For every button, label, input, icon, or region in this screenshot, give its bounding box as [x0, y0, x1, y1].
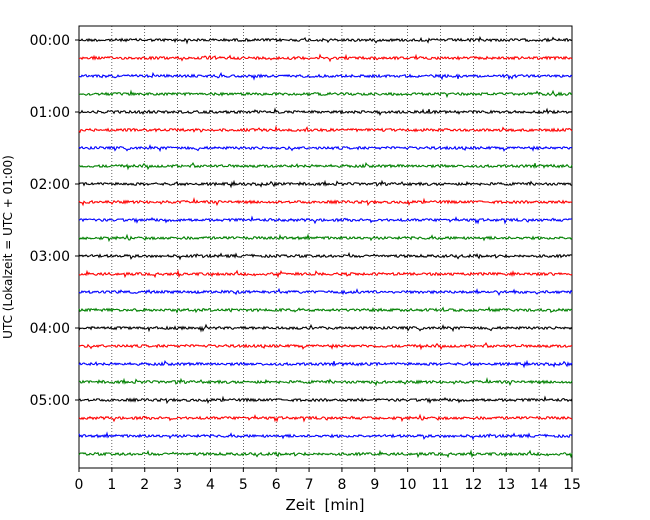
y-tick-label: 02:00 — [30, 177, 70, 193]
trace-0345 — [78, 306, 573, 314]
trace-0330 — [78, 287, 573, 297]
trace-0400 — [78, 323, 573, 333]
x-tick-label: 15 — [563, 477, 581, 493]
x-tick-label: 10 — [399, 477, 417, 493]
x-tick-label: 1 — [107, 477, 116, 493]
traces — [78, 35, 573, 459]
trace-0430 — [78, 359, 573, 369]
y-tick-label: 01:00 — [30, 105, 70, 121]
x-tick-label: 13 — [497, 477, 515, 493]
y-axis-ticks: 00:00 01:00 02:00 03:00 04:00 05:00 — [30, 33, 79, 409]
x-tick-label: 3 — [173, 477, 182, 493]
trace-0230 — [78, 215, 572, 225]
trace-0415 — [78, 342, 573, 351]
y-tick-label: 04:00 — [30, 321, 70, 337]
trace-0100 — [78, 107, 573, 117]
trace-0245 — [78, 233, 573, 243]
x-tick-label: 11 — [432, 477, 450, 493]
x-tick-label: 6 — [272, 477, 281, 493]
trace-0500 — [78, 395, 573, 405]
x-tick-label: 9 — [370, 477, 379, 493]
x-axis-label: Zeit [min] — [285, 496, 364, 514]
x-tick-label: 14 — [530, 477, 548, 493]
trace-0200 — [78, 179, 573, 189]
x-tick-label: 2 — [140, 477, 149, 493]
trace-0045 — [78, 89, 573, 99]
x-tick-label: 4 — [206, 477, 215, 493]
y-tick-label: 05:00 — [30, 393, 70, 409]
plot-frame — [78, 25, 573, 469]
y-tick-label: 00:00 — [30, 33, 70, 49]
x-tick-label: 7 — [305, 477, 314, 493]
trace-0445 — [78, 377, 573, 387]
x-tick-label: 5 — [239, 477, 248, 493]
trace-0000 — [78, 35, 573, 45]
trace-0545 — [78, 449, 573, 459]
x-tick-label: 12 — [464, 477, 482, 493]
trace-0030 — [78, 71, 573, 81]
grid-lines — [111, 26, 540, 468]
trace-0315 — [78, 269, 573, 279]
y-axis-label: UTC (Lokalzeit = UTC + 01:00) — [1, 155, 15, 339]
trace-0015 — [78, 53, 573, 63]
trace-0300 — [78, 251, 573, 261]
x-axis-ticks: 0 1 2 3 4 5 6 7 8 9 10 11 12 13 14 15 — [75, 468, 581, 493]
trace-0215 — [78, 197, 573, 207]
trace-0130 — [78, 144, 573, 153]
y-tick-label: 03:00 — [30, 249, 70, 265]
x-tick-label: 0 — [75, 477, 84, 493]
trace-0515 — [78, 413, 573, 423]
x-tick-label: 8 — [337, 477, 346, 493]
trace-0115 — [78, 125, 573, 134]
trace-0145 — [78, 161, 573, 171]
trace-0530 — [78, 431, 573, 441]
